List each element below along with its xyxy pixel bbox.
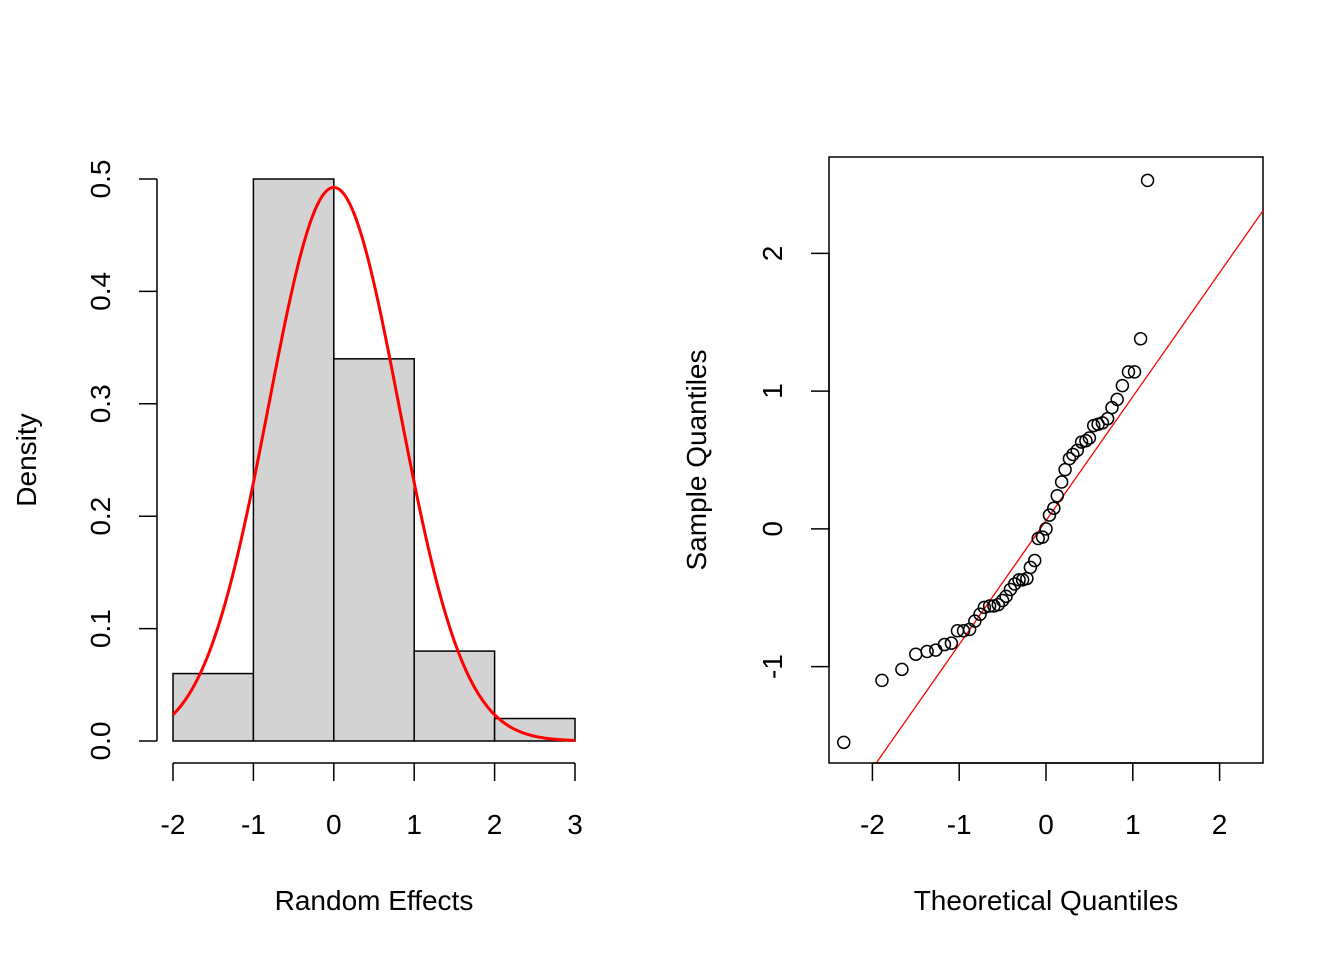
qq-x-axis: -2 -1 0 1 2: [860, 762, 1228, 840]
histogram-y-axis: 0.0 0.1 0.2 0.3 0.4 0.5: [85, 160, 158, 761]
qq-point-13: [977, 600, 992, 615]
histogram-x-tick-label: 3: [567, 809, 583, 840]
qq-point-36: [1070, 443, 1084, 458]
qq-x-tick-label: 2: [1212, 809, 1228, 840]
histogram-x-tick-label: -1: [241, 809, 266, 840]
qq-point-38: [1079, 433, 1093, 448]
qq-point-33: [1058, 462, 1072, 477]
qq-point-16: [991, 597, 1006, 612]
qq-x-axis-label: Theoretical Quantiles: [914, 885, 1179, 916]
qq-y-axis-label: Sample Quantiles: [681, 349, 712, 570]
qq-point-50: [1140, 173, 1155, 188]
qq-plot-panel: -2 -1 0 1 2 -1 0 1 2 Theoretical Quantiles Samp…: [681, 156, 1264, 916]
qq-point-48: [1127, 365, 1142, 379]
qq-reference-line: [875, 210, 1264, 764]
qq-point-31: [1050, 489, 1065, 503]
qq-y-tick-label: 1: [757, 383, 788, 399]
histogram-panel: -2 -1 0 1 2 3 0.0 0.1 0.2 0.3 0.4 0.5 Random Effec…: [11, 160, 583, 916]
histogram-y-tick-label: 0.3: [85, 384, 116, 423]
histogram-bars: [172, 178, 576, 742]
qq-point-28: [1039, 522, 1053, 536]
qq-point-39: [1082, 431, 1097, 445]
qq-point-27: [1035, 530, 1050, 544]
qq-y-tick-label: 0: [757, 521, 788, 537]
qq-point-23: [1020, 571, 1034, 586]
qq-x-tick-label: 1: [1125, 809, 1141, 840]
qq-point-0: [837, 735, 851, 750]
qq-point-32: [1054, 475, 1069, 489]
qq-point-9: [956, 624, 971, 638]
normal-density-curve: [171, 185, 576, 742]
qq-point-2: [895, 662, 909, 677]
histogram-y-tick-label: 0.5: [85, 160, 116, 199]
qq-point-34: [1062, 451, 1077, 466]
qq-point-29: [1042, 508, 1057, 522]
qq-point-12: [973, 607, 987, 622]
histogram-bar-3: [413, 650, 496, 742]
qq-point-14: [982, 599, 997, 613]
qq-x-tick-label: 0: [1038, 809, 1054, 840]
qq-point-49: [1133, 332, 1148, 346]
qq-plot-box: [828, 156, 1264, 764]
qq-point-5: [929, 643, 943, 657]
qq-point-45: [1110, 392, 1124, 407]
qq-point-30: [1047, 501, 1061, 515]
histogram-x-tick-label: -2: [161, 809, 186, 840]
histogram-bar-1: [252, 178, 335, 742]
qq-x-tick-label: -2: [860, 809, 885, 840]
qq-point-7: [944, 636, 959, 650]
qq-y-tick-label: -1: [757, 654, 788, 679]
qq-y-tick-label: 2: [757, 246, 788, 262]
qq-point-35: [1066, 447, 1080, 462]
histogram-x-axis: -2 -1 0 1 2 3: [161, 762, 583, 840]
qq-point-25: [1027, 553, 1042, 568]
qq-point-18: [999, 589, 1013, 604]
histogram-y-axis-label: Density: [11, 413, 42, 506]
histogram-bar-0: [172, 672, 255, 742]
qq-point-6: [937, 637, 952, 652]
qq-point-4: [920, 644, 934, 659]
qq-points: [837, 173, 1155, 750]
qq-point-46: [1115, 378, 1130, 393]
histogram-y-tick-label: 0.4: [85, 272, 116, 311]
qq-point-21: [1012, 573, 1026, 587]
histogram-x-tick-label: 2: [487, 809, 503, 840]
histogram-bar-4: [493, 717, 576, 742]
qq-point-20: [1008, 577, 1022, 591]
histogram-x-axis-label: Random Effects: [275, 885, 474, 916]
histogram-y-tick-label: 0.1: [85, 609, 116, 648]
qq-point-24: [1023, 560, 1038, 575]
qq-y-axis: -1 0 1 2: [757, 246, 830, 679]
histogram-y-tick-label: 0.0: [85, 722, 116, 761]
qq-x-tick-label: -1: [947, 809, 972, 840]
histogram-x-tick-label: 0: [326, 809, 342, 840]
histogram-x-tick-label: 1: [406, 809, 422, 840]
qq-point-47: [1121, 365, 1136, 379]
qq-point-17: [995, 593, 1010, 608]
qq-point-3: [909, 647, 923, 661]
histogram-y-tick-label: 0.2: [85, 497, 116, 536]
qq-point-1: [875, 673, 889, 688]
